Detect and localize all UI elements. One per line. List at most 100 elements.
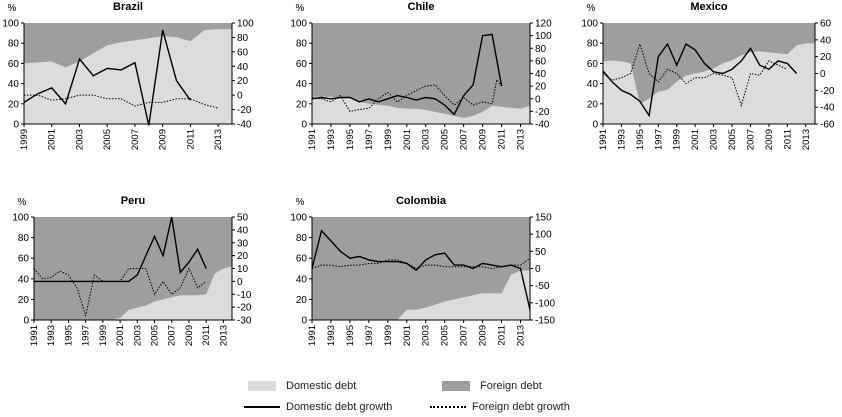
left-tick-label: 100: [290, 213, 307, 224]
domestic-debt-area: [312, 96, 530, 124]
right-tick-label: 20: [820, 52, 832, 63]
right-tick-label: -20: [237, 303, 252, 314]
x-tick-label: 2003: [421, 325, 432, 346]
x-tick-label: 2001: [402, 325, 413, 346]
chart-brazil: 0 20 40 60 80 100 -40 -20 0 20 40 60 80 100 1999 2001 20…: [2, 1, 254, 150]
chart-title: Colombia: [396, 195, 447, 207]
left-tick-label: 40: [587, 79, 599, 90]
domestic-debt-growth-line: [602, 42, 798, 118]
right-tick-label: -150: [535, 316, 555, 327]
left-tick-label: 80: [296, 233, 308, 244]
right-tick-label: -40: [820, 103, 835, 114]
x-tick-label: 2007: [459, 325, 470, 346]
left-tick-label: 20: [587, 99, 599, 110]
x-tick-label: 1991: [307, 325, 318, 346]
left-tick-label: 40: [18, 274, 30, 285]
domestic-debt-area: [312, 270, 530, 320]
right-tick-label: 0: [237, 277, 243, 288]
left-tick-label: 60: [8, 59, 20, 70]
left-tick-label: 20: [8, 99, 20, 110]
x-tick-label: 1999: [383, 129, 394, 150]
left-tick-label: 0: [13, 120, 19, 131]
right-tick-label: -60: [820, 120, 835, 131]
legend-foreign-debt: Foreign debt: [442, 380, 542, 392]
x-tick-label: 1995: [345, 129, 356, 150]
left-tick-label: 80: [8, 39, 20, 50]
legend-domestic-growth-line: [244, 406, 280, 408]
chart-mexico: 0 20 40 60 80 100 -60 -40 -20 0 20 40 60 1991 1993 1995…: [581, 1, 835, 150]
foreign-debt-growth-line: [24, 94, 219, 109]
right-tick-label: 80: [535, 44, 547, 55]
x-tick-label: 2005: [102, 129, 113, 150]
x-tick-label: 1991: [598, 129, 609, 150]
left-tick-label: 20: [296, 99, 308, 110]
x-tick-label: 2003: [709, 129, 720, 150]
y-axis-unit-label: %: [296, 3, 305, 14]
right-tick-label: 60: [237, 47, 249, 58]
right-tick-label: -20: [237, 105, 252, 116]
legend-domestic-growth: Domestic debt growth: [244, 401, 392, 413]
x-tick-label: 2009: [478, 325, 489, 346]
right-tick-label: 0: [535, 264, 541, 275]
legend-domestic-debt: Domestic debt: [248, 380, 356, 392]
x-tick-label: 1995: [635, 129, 646, 150]
domestic-debt-area: [603, 43, 815, 125]
right-tick-label: -40: [535, 120, 550, 131]
x-tick-label: 2011: [497, 325, 508, 345]
x-tick-label: 1997: [653, 129, 664, 150]
right-tick-label: 150: [535, 213, 552, 224]
foreign-debt-growth-line: [311, 257, 531, 270]
x-tick-label: 2013: [801, 129, 812, 150]
right-tick-label: 20: [237, 251, 249, 262]
right-tick-label: -100: [535, 298, 555, 309]
legend-domestic-debt-swatch: [248, 381, 276, 391]
x-tick-label: 2007: [745, 129, 756, 150]
x-tick-label: 2009: [764, 129, 775, 150]
right-tick-label: 30: [237, 238, 249, 249]
right-tick-label: 50: [237, 213, 249, 224]
x-tick-label: 1993: [616, 129, 627, 150]
y-axis-unit-label: %: [18, 197, 27, 208]
right-tick-label: 0: [535, 94, 541, 105]
left-tick-label: 60: [18, 254, 30, 265]
left-tick-label: 80: [587, 39, 599, 50]
left-tick-label: 0: [301, 120, 307, 131]
legend-foreign-debt-label: Foreign debt: [480, 380, 542, 392]
domestic-debt-growth-line: [23, 30, 191, 126]
right-tick-label: -20: [820, 86, 835, 97]
chart-title: Peru: [121, 195, 145, 207]
x-tick-label: 2013: [516, 129, 527, 150]
legend-foreign-growth-line: [430, 406, 466, 408]
x-tick-label: 1995: [345, 325, 356, 346]
right-tick-label: 20: [237, 76, 249, 87]
right-tick-label: 0: [237, 91, 243, 102]
y-axis-unit-label: %: [587, 3, 596, 14]
right-tick-label: 80: [237, 33, 249, 44]
right-tick-label: 60: [820, 19, 832, 30]
domestic-debt-area: [34, 266, 232, 320]
right-tick-label: 10: [237, 264, 249, 275]
left-tick-label: 100: [2, 19, 19, 30]
legend-domestic-growth-label: Domestic debt growth: [286, 401, 393, 413]
x-tick-label: 1999: [19, 129, 30, 150]
legend-foreign-growth-label: Foreign debt growth: [472, 401, 570, 413]
chart-title: Brazil: [113, 1, 143, 13]
x-tick-label: 2001: [690, 129, 701, 150]
left-tick-label: 20: [296, 295, 308, 306]
x-tick-label: 2013: [218, 325, 229, 346]
x-tick-label: 2011: [497, 129, 508, 149]
left-tick-label: 40: [8, 79, 20, 90]
right-tick-label: 40: [237, 225, 249, 236]
right-tick-label: -30: [237, 316, 252, 327]
x-tick-label: 1997: [81, 325, 92, 346]
x-tick-label: 2001: [115, 325, 126, 346]
right-tick-label: 40: [237, 62, 249, 73]
right-tick-label: -40: [237, 120, 252, 131]
right-tick-label: 40: [535, 69, 547, 80]
left-tick-label: 80: [18, 233, 30, 244]
x-tick-label: 2001: [402, 129, 413, 150]
foreign-debt-growth-line: [311, 78, 502, 112]
left-tick-label: 40: [296, 79, 308, 90]
